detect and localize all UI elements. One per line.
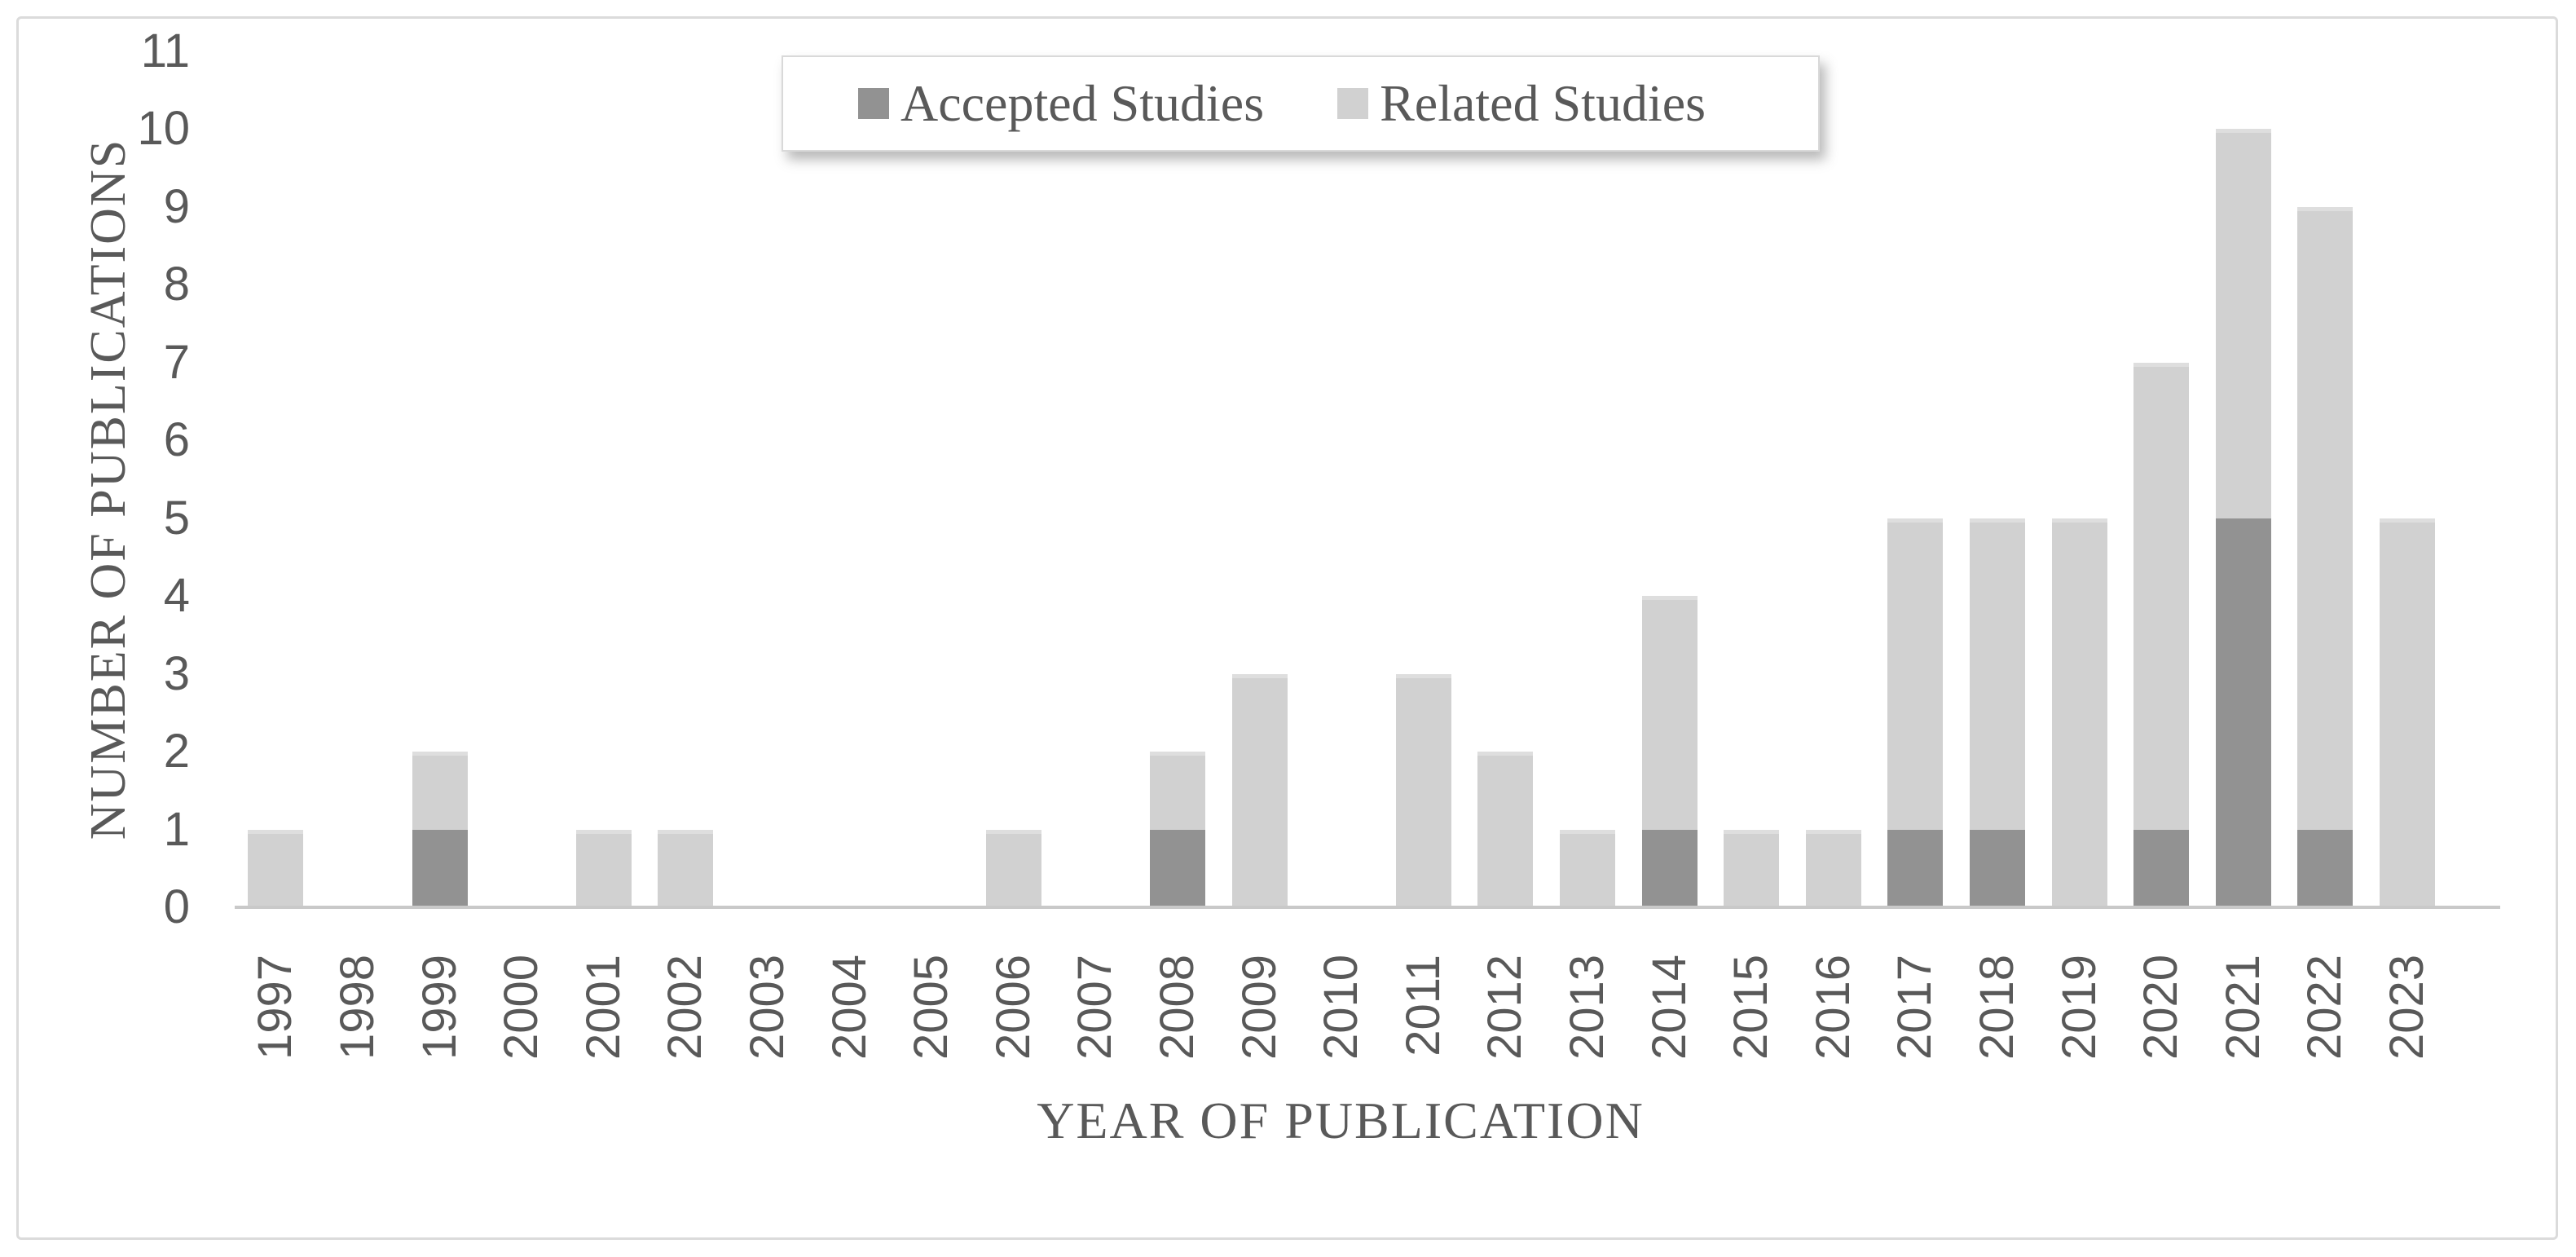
y-tick-label: 8 — [163, 258, 190, 311]
bar-segment-accepted-2008 — [1149, 829, 1205, 907]
x-tick-label: 2010 — [1314, 955, 1368, 1061]
y-tick-label: 5 — [163, 491, 190, 545]
bar-segment-related-1999 — [412, 752, 468, 830]
bar-segment-related-2018 — [1969, 518, 2025, 830]
x-tick-label: 2012 — [1478, 955, 1532, 1061]
bar-segment-related-2014 — [1641, 596, 1698, 830]
bar-segment-related-2016 — [1805, 829, 1861, 907]
x-tick-label: 2000 — [495, 955, 548, 1061]
x-tick-label: 2018 — [1970, 955, 2023, 1061]
x-tick-label: 2021 — [2216, 955, 2270, 1061]
legend-swatch-related-icon — [1337, 88, 1369, 119]
bar-segment-related-2022 — [2297, 206, 2354, 830]
x-tick-label: 2003 — [740, 955, 794, 1061]
x-tick-label: 1999 — [412, 955, 466, 1061]
bar-segment-accepted-2018 — [1969, 829, 2025, 907]
x-tick-label: 2006 — [986, 955, 1040, 1061]
bar-segment-accepted-2014 — [1641, 829, 1698, 907]
legend-swatch-accepted-icon — [858, 88, 889, 119]
bar-segment-accepted-2021 — [2215, 518, 2271, 907]
bar-segment-related-2023 — [2379, 518, 2435, 907]
bar-segment-related-2006 — [985, 829, 1041, 907]
legend-item-related: Related Studies — [1337, 73, 1706, 134]
bar-segment-related-2009 — [1231, 673, 1288, 907]
x-tick-label: 2007 — [1068, 955, 1122, 1061]
bar-segment-related-2020 — [2133, 362, 2190, 830]
y-tick-label: 9 — [163, 179, 190, 233]
x-tick-label: 2017 — [1888, 955, 1942, 1061]
x-tick-label: 2004 — [822, 955, 876, 1061]
x-tick-label: 2014 — [1642, 955, 1696, 1061]
y-tick-label: 6 — [163, 413, 190, 466]
y-tick-label: 3 — [163, 646, 190, 700]
x-tick-label: 2019 — [2052, 955, 2106, 1061]
x-tick-label: 2023 — [2380, 955, 2433, 1061]
x-tick-label: 2009 — [1232, 955, 1286, 1061]
y-tick-label: 0 — [163, 880, 190, 933]
bar-segment-related-2019 — [2051, 518, 2107, 907]
x-tick-label: 2002 — [658, 955, 712, 1061]
x-tick-label: 2016 — [1806, 955, 1860, 1061]
x-tick-label: 2015 — [1724, 955, 1778, 1061]
bar-segment-related-2015 — [1724, 829, 1780, 907]
bar-segment-accepted-2017 — [1887, 829, 1944, 907]
y-tick-label: 7 — [163, 335, 190, 389]
x-tick-label: 2022 — [2298, 955, 2352, 1061]
bar-segment-related-2011 — [1395, 673, 1451, 907]
y-tick-label: 11 — [140, 24, 190, 77]
x-tick-label: 1997 — [249, 955, 302, 1061]
bar-segment-accepted-2022 — [2297, 829, 2354, 907]
x-axis-title: YEAR OF PUBLICATION — [1037, 1092, 1645, 1149]
x-tick-label: 2020 — [2134, 955, 2188, 1061]
x-tick-label: 2011 — [1396, 955, 1450, 1056]
y-tick-label: 4 — [163, 569, 190, 622]
bar-segment-related-2008 — [1149, 752, 1205, 830]
legend-label-related: Related Studies — [1380, 74, 1706, 132]
x-tick-label: 2013 — [1560, 955, 1614, 1061]
bar-segment-related-2021 — [2215, 129, 2271, 518]
x-tick-label: 2008 — [1150, 955, 1204, 1061]
bar-segment-accepted-1999 — [412, 829, 468, 907]
bar-segment-related-1997 — [248, 829, 304, 907]
bar-segment-related-2012 — [1477, 752, 1534, 907]
y-tick-label: 10 — [137, 102, 190, 155]
x-axis-line — [235, 906, 2500, 909]
bar-segment-related-2017 — [1887, 518, 1944, 830]
y-tick-label: 1 — [163, 802, 190, 856]
legend-label-accepted: Accepted Studies — [900, 74, 1265, 132]
x-tick-label: 2001 — [576, 955, 630, 1061]
x-tick-label: 2005 — [905, 955, 958, 1061]
bar-segment-related-2001 — [575, 829, 632, 907]
bar-segment-related-2002 — [658, 829, 714, 907]
legend-item-accepted: Accepted Studies — [858, 73, 1264, 134]
y-tick-label: 2 — [163, 725, 190, 778]
bar-segment-accepted-2020 — [2133, 829, 2190, 907]
bar-segment-related-2013 — [1559, 829, 1615, 907]
legend: Accepted Studies Related Studies — [782, 55, 1820, 152]
x-tick-label: 1998 — [330, 955, 384, 1061]
